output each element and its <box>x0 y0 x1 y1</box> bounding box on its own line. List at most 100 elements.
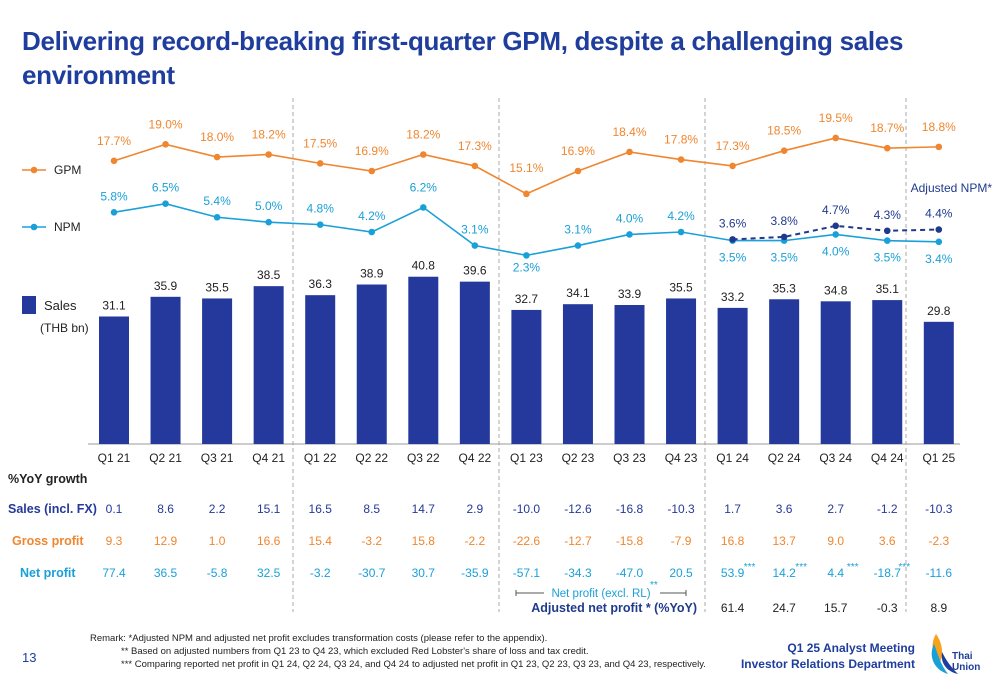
gpm-label-6: 16.9% <box>355 144 389 158</box>
npm-point-9 <box>523 252 530 259</box>
gpm-point-16 <box>883 144 891 152</box>
yoy-cell-2-13: 16.8 <box>721 534 745 548</box>
adjusted-net-profit-cell-4: -0.3 <box>877 601 898 615</box>
sales-bar-label-7: 40.8 <box>412 259 436 273</box>
sales-bar-12 <box>666 298 697 444</box>
yoy-cell-2-3: 1.0 <box>209 534 226 548</box>
sales-bar-8 <box>459 281 490 444</box>
adjusted-net-profit-cell-5: 8.9 <box>930 601 947 615</box>
x-tick-label-4: Q4 21 <box>252 451 285 465</box>
logo-text-union: Union <box>952 662 980 673</box>
sales-bar-2 <box>150 296 181 444</box>
yoy-cell-1-12: -10.3 <box>667 502 695 516</box>
yoy-cell-2-10: -12.7 <box>564 534 592 548</box>
npm-label-1: 5.8% <box>100 189 128 203</box>
yoy-cell-3-9: -57.1 <box>513 566 541 580</box>
yoy-cell-3-4: 32.5 <box>257 566 281 580</box>
x-tick-label-3: Q3 21 <box>201 451 234 465</box>
gpm-label-2: 19.0% <box>149 117 183 131</box>
yoy-cell-2-6: -3.2 <box>361 534 382 548</box>
gpm-label-12: 17.8% <box>664 133 698 147</box>
gpm-point-9 <box>523 190 530 198</box>
gpm-point-11 <box>626 148 633 156</box>
gpm-label-3: 18.0% <box>200 130 234 144</box>
yoy-cell-2-7: 15.8 <box>412 534 436 548</box>
npm-label-10: 3.1% <box>564 223 592 237</box>
x-tick-label-11: Q3 23 <box>613 451 646 465</box>
x-tick-label-17: Q1 25 <box>922 451 955 465</box>
yoy-cell-2-1: 9.3 <box>106 534 123 548</box>
adjusted-net-profit-cell-3: 15.7 <box>824 601 848 615</box>
yoy-row-label-3: Net profit <box>20 566 76 580</box>
yoy-cell-3-3: -5.8 <box>207 566 228 580</box>
yoy-cell-3-1: 77.4 <box>102 566 126 580</box>
yoy-cell-2-15: 9.0 <box>827 534 844 548</box>
sales-bar-7 <box>408 276 439 444</box>
gpm-point-13 <box>729 162 736 170</box>
adjusted-npm-point-5 <box>935 226 943 233</box>
yoy-cell-1-15: 2.7 <box>827 502 844 516</box>
gpm-point-1 <box>110 157 118 165</box>
yoy-cell-3-7: 30.7 <box>412 566 436 580</box>
x-tick-label-1: Q1 21 <box>98 451 131 465</box>
adjusted-npm-label-4: 4.3% <box>874 208 902 222</box>
npm-label-4: 5.0% <box>255 199 283 213</box>
npm-point-10 <box>574 242 582 249</box>
adjusted-npm-point-1 <box>729 236 736 243</box>
net-profit-footnote-mark-3: *** <box>847 562 859 573</box>
gpm-point-6 <box>368 167 376 175</box>
yoy-cell-1-1: 0.1 <box>106 502 123 516</box>
npm-label-3: 5.4% <box>203 194 231 208</box>
yoy-cell-2-16: 3.6 <box>879 534 896 548</box>
logo-text-thai: Thai <box>952 651 973 662</box>
gpm-label-11: 18.4% <box>612 125 646 139</box>
gpm-label-17: 18.8% <box>922 120 956 134</box>
npm-label-17: 3.4% <box>925 252 953 266</box>
yoy-cell-3-11: -47.0 <box>616 566 644 580</box>
yoy-cell-1-3: 2.2 <box>209 502 226 516</box>
x-tick-label-8: Q4 22 <box>458 451 491 465</box>
sales-bar-label-13: 33.2 <box>721 290 745 304</box>
npm-point-5 <box>316 221 324 228</box>
page-title: Delivering record-breaking first-quarter… <box>22 26 904 90</box>
gpm-point-8 <box>471 162 479 170</box>
yoy-cell-3-14: 14.2 <box>772 566 796 580</box>
gpm-point-10 <box>574 167 582 175</box>
sales-bar-label-16: 35.1 <box>876 282 900 296</box>
x-tick-label-7: Q3 22 <box>407 451 440 465</box>
yoy-cell-1-14: 3.6 <box>776 502 793 516</box>
sales-bar-3 <box>202 298 233 444</box>
yoy-cell-3-6: -30.7 <box>358 566 386 580</box>
sales-bar-10 <box>562 304 593 444</box>
npm-label-9: 2.3% <box>513 260 541 274</box>
sales-bar-17 <box>923 321 954 444</box>
npm-label-8: 3.1% <box>461 223 489 237</box>
net-profit-footnote-mark-1: *** <box>744 562 756 573</box>
x-tick-label-6: Q2 22 <box>355 451 388 465</box>
yoy-cell-2-11: -15.8 <box>616 534 644 548</box>
yoy-row-label-2: Gross profit <box>12 534 84 548</box>
yoy-cell-1-8: 2.9 <box>467 502 484 516</box>
sales-bar-label-3: 35.5 <box>205 280 229 294</box>
npm-label-5: 4.8% <box>307 202 335 216</box>
yoy-cell-3-17: -11.6 <box>926 566 953 580</box>
yoy-cell-3-16: -18.7 <box>874 566 902 580</box>
npm-label-7: 6.2% <box>410 180 438 194</box>
sales-legend-label: Sales <box>44 298 77 313</box>
npm-label-15: 4.0% <box>822 244 850 258</box>
yoy-cell-1-16: -1.2 <box>877 502 898 516</box>
gpm-label-4: 18.2% <box>252 127 286 141</box>
footer-line-2: Investor Relations Department <box>740 657 915 671</box>
x-tick-label-9: Q1 23 <box>510 451 543 465</box>
gpm-point-5 <box>316 160 324 167</box>
npm-point-1 <box>110 209 118 216</box>
npm-label-14: 3.5% <box>770 251 798 265</box>
yoy-cell-2-17: -2.3 <box>928 534 949 548</box>
sales-bar-label-15: 34.8 <box>824 283 848 297</box>
npm-point-4 <box>265 218 272 226</box>
sales-bar-11 <box>614 305 645 444</box>
adjusted-npm-label-1: 3.6% <box>719 216 747 230</box>
gpm-point-12 <box>677 156 685 163</box>
yoy-cell-2-5: 15.4 <box>309 534 333 548</box>
net-profit-footnote-mark-4: *** <box>898 562 910 573</box>
